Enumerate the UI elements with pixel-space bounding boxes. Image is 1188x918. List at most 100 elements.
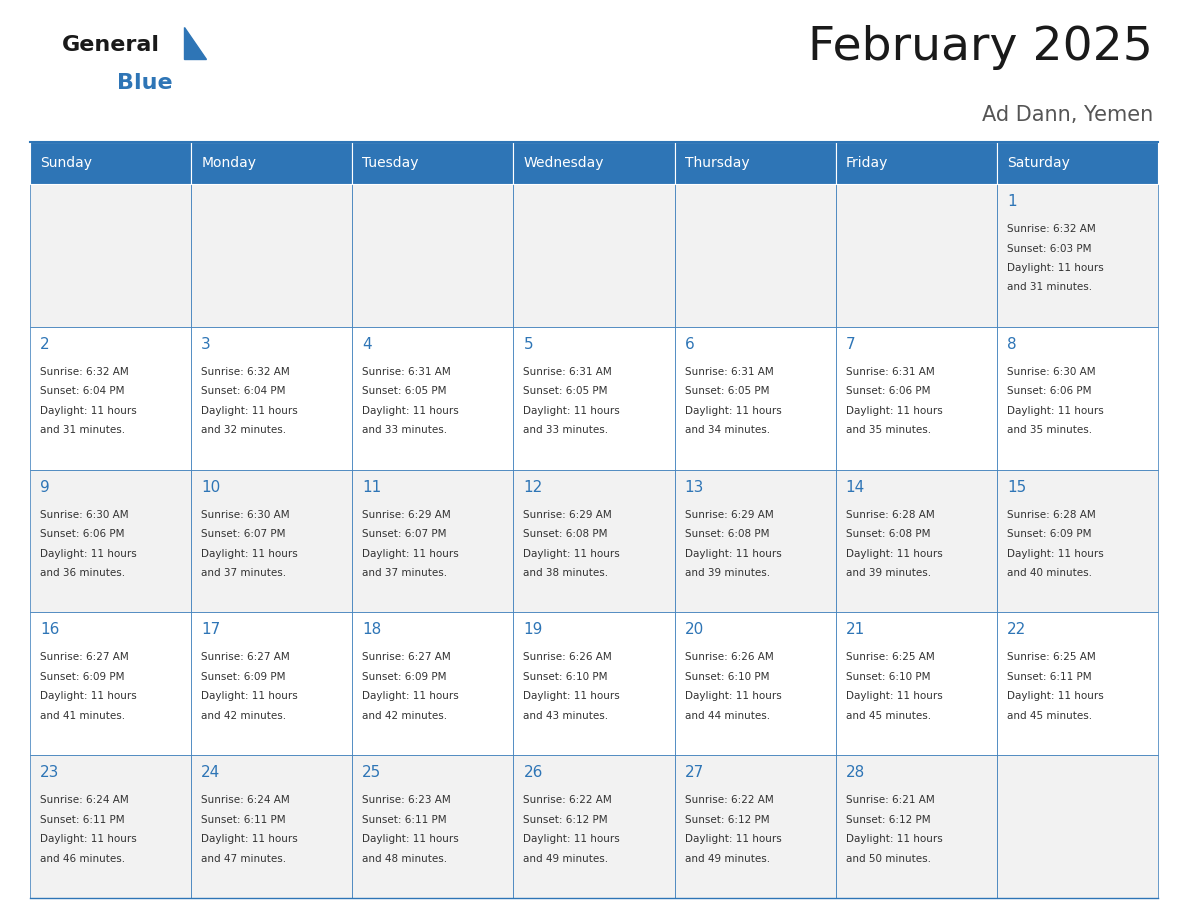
Text: 14: 14 <box>846 479 865 495</box>
Text: and 48 minutes.: and 48 minutes. <box>362 854 448 864</box>
Text: 15: 15 <box>1007 479 1026 495</box>
Text: 17: 17 <box>201 622 221 637</box>
Bar <box>30 184 191 327</box>
Text: and 41 minutes.: and 41 minutes. <box>40 711 125 721</box>
Text: Sunset: 6:04 PM: Sunset: 6:04 PM <box>201 386 285 397</box>
Text: Monday: Monday <box>201 156 257 170</box>
Text: Sunset: 6:09 PM: Sunset: 6:09 PM <box>362 672 447 682</box>
Text: and 42 minutes.: and 42 minutes. <box>201 711 286 721</box>
Text: and 49 minutes.: and 49 minutes. <box>684 854 770 864</box>
Text: and 37 minutes.: and 37 minutes. <box>201 568 286 578</box>
Text: Sunset: 6:08 PM: Sunset: 6:08 PM <box>684 529 769 539</box>
Text: 11: 11 <box>362 479 381 495</box>
Text: Sunrise: 6:26 AM: Sunrise: 6:26 AM <box>524 653 612 663</box>
Text: 28: 28 <box>846 766 865 780</box>
Text: 21: 21 <box>846 622 865 637</box>
Text: 4: 4 <box>362 337 372 352</box>
Bar <box>997 327 1158 470</box>
Text: Friday: Friday <box>846 156 889 170</box>
Text: 2: 2 <box>40 337 50 352</box>
Text: Sunrise: 6:24 AM: Sunrise: 6:24 AM <box>40 795 128 805</box>
Text: Sunrise: 6:30 AM: Sunrise: 6:30 AM <box>1007 367 1095 376</box>
Text: and 45 minutes.: and 45 minutes. <box>1007 711 1092 721</box>
Text: Daylight: 11 hours: Daylight: 11 hours <box>362 691 459 701</box>
Bar <box>997 142 1158 184</box>
Text: Daylight: 11 hours: Daylight: 11 hours <box>1007 263 1104 273</box>
Text: Sunset: 6:11 PM: Sunset: 6:11 PM <box>362 814 447 824</box>
Text: Thursday: Thursday <box>684 156 750 170</box>
Text: and 31 minutes.: and 31 minutes. <box>40 425 125 435</box>
Text: Sunset: 6:06 PM: Sunset: 6:06 PM <box>846 386 930 397</box>
Text: and 44 minutes.: and 44 minutes. <box>684 711 770 721</box>
Text: 25: 25 <box>362 766 381 780</box>
Bar <box>835 184 997 327</box>
Bar <box>353 184 513 327</box>
Bar <box>513 184 675 327</box>
Text: Daylight: 11 hours: Daylight: 11 hours <box>684 549 782 558</box>
Text: and 39 minutes.: and 39 minutes. <box>846 568 931 578</box>
Text: and 39 minutes.: and 39 minutes. <box>684 568 770 578</box>
Text: Sunrise: 6:31 AM: Sunrise: 6:31 AM <box>524 367 612 376</box>
Text: Sunrise: 6:32 AM: Sunrise: 6:32 AM <box>1007 224 1095 234</box>
Text: Daylight: 11 hours: Daylight: 11 hours <box>846 691 942 701</box>
Text: and 33 minutes.: and 33 minutes. <box>362 425 448 435</box>
Text: Sunrise: 6:27 AM: Sunrise: 6:27 AM <box>201 653 290 663</box>
Text: Sunrise: 6:30 AM: Sunrise: 6:30 AM <box>40 509 128 520</box>
Text: February 2025: February 2025 <box>808 25 1154 70</box>
Text: Sunset: 6:12 PM: Sunset: 6:12 PM <box>524 814 608 824</box>
Bar <box>30 327 191 470</box>
Text: and 40 minutes.: and 40 minutes. <box>1007 568 1092 578</box>
Text: Daylight: 11 hours: Daylight: 11 hours <box>524 406 620 416</box>
Bar <box>191 470 353 612</box>
Bar <box>675 756 835 898</box>
Bar <box>30 612 191 756</box>
Text: Sunset: 6:10 PM: Sunset: 6:10 PM <box>846 672 930 682</box>
Text: Sunrise: 6:29 AM: Sunrise: 6:29 AM <box>524 509 612 520</box>
Text: Daylight: 11 hours: Daylight: 11 hours <box>524 834 620 845</box>
Text: Daylight: 11 hours: Daylight: 11 hours <box>684 691 782 701</box>
Text: and 43 minutes.: and 43 minutes. <box>524 711 608 721</box>
Text: and 46 minutes.: and 46 minutes. <box>40 854 125 864</box>
Text: 24: 24 <box>201 766 221 780</box>
Text: 13: 13 <box>684 479 704 495</box>
Text: Blue: Blue <box>116 73 172 93</box>
Text: and 36 minutes.: and 36 minutes. <box>40 568 125 578</box>
Text: 7: 7 <box>846 337 855 352</box>
Bar <box>353 612 513 756</box>
Text: Daylight: 11 hours: Daylight: 11 hours <box>1007 691 1104 701</box>
Bar <box>191 756 353 898</box>
Text: Wednesday: Wednesday <box>524 156 604 170</box>
Bar <box>835 327 997 470</box>
Polygon shape <box>184 27 206 59</box>
Text: Sunset: 6:05 PM: Sunset: 6:05 PM <box>684 386 769 397</box>
Text: Sunset: 6:11 PM: Sunset: 6:11 PM <box>1007 672 1092 682</box>
Text: Sunset: 6:09 PM: Sunset: 6:09 PM <box>40 672 125 682</box>
Text: Sunrise: 6:31 AM: Sunrise: 6:31 AM <box>362 367 451 376</box>
Text: Daylight: 11 hours: Daylight: 11 hours <box>362 834 459 845</box>
Text: and 47 minutes.: and 47 minutes. <box>201 854 286 864</box>
Bar <box>835 142 997 184</box>
Bar <box>353 142 513 184</box>
Bar <box>675 327 835 470</box>
Text: Sunset: 6:08 PM: Sunset: 6:08 PM <box>524 529 608 539</box>
Text: Sunset: 6:06 PM: Sunset: 6:06 PM <box>40 529 125 539</box>
Text: Sunset: 6:12 PM: Sunset: 6:12 PM <box>846 814 930 824</box>
Text: Sunset: 6:05 PM: Sunset: 6:05 PM <box>362 386 447 397</box>
Text: Sunset: 6:10 PM: Sunset: 6:10 PM <box>524 672 608 682</box>
Text: Daylight: 11 hours: Daylight: 11 hours <box>684 834 782 845</box>
Bar <box>835 612 997 756</box>
Text: General: General <box>62 35 160 55</box>
Text: 20: 20 <box>684 622 703 637</box>
Text: 22: 22 <box>1007 622 1026 637</box>
Text: Sunrise: 6:31 AM: Sunrise: 6:31 AM <box>684 367 773 376</box>
Text: Daylight: 11 hours: Daylight: 11 hours <box>524 691 620 701</box>
Text: 8: 8 <box>1007 337 1017 352</box>
Bar <box>353 470 513 612</box>
Text: 3: 3 <box>201 337 211 352</box>
Text: and 37 minutes.: and 37 minutes. <box>362 568 448 578</box>
Text: Daylight: 11 hours: Daylight: 11 hours <box>40 549 137 558</box>
Text: Sunday: Sunday <box>40 156 91 170</box>
Text: Daylight: 11 hours: Daylight: 11 hours <box>40 834 137 845</box>
Text: Sunset: 6:11 PM: Sunset: 6:11 PM <box>201 814 286 824</box>
Text: and 49 minutes.: and 49 minutes. <box>524 854 608 864</box>
